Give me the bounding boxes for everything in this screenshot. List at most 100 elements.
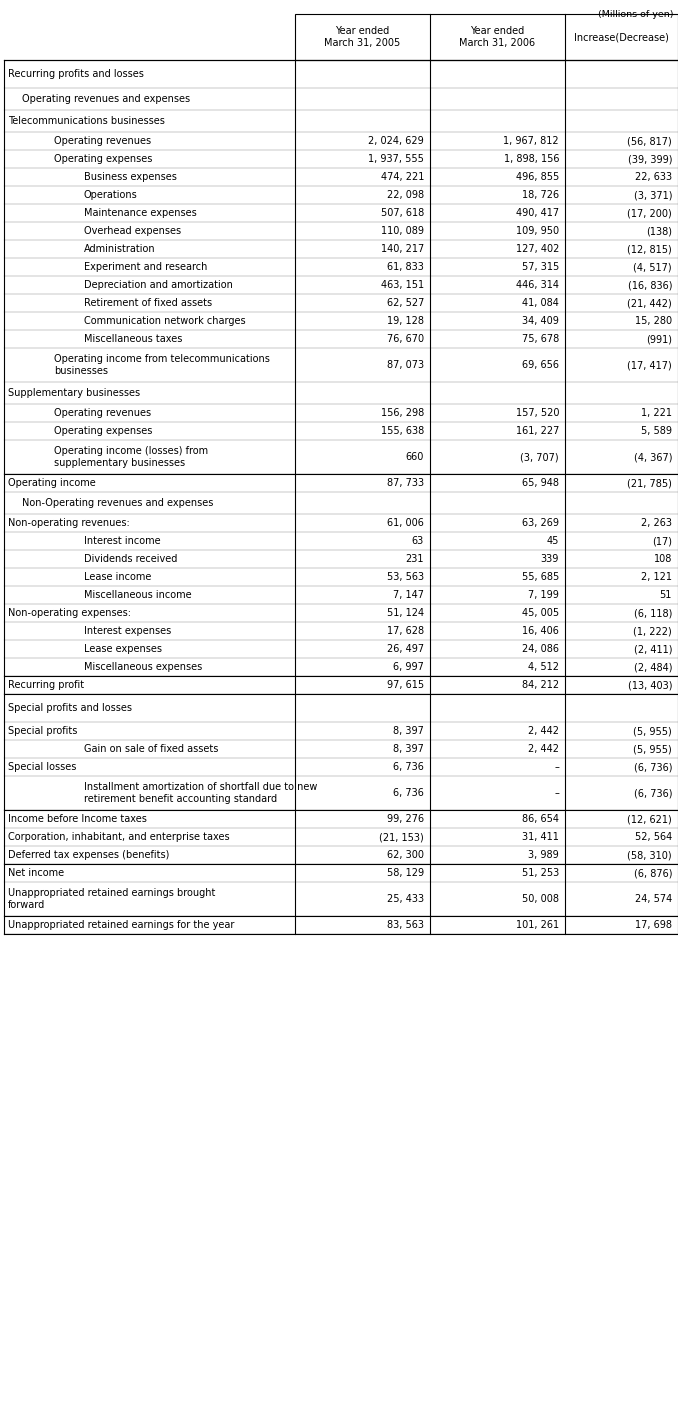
Text: 101, 261: 101, 261 <box>516 920 559 930</box>
Text: 41, 084: 41, 084 <box>522 298 559 308</box>
Text: 1, 898, 156: 1, 898, 156 <box>504 155 559 164</box>
Text: Special losses: Special losses <box>8 762 77 771</box>
Text: Unappropriated retained earnings for the year: Unappropriated retained earnings for the… <box>8 920 235 930</box>
Text: (56, 817): (56, 817) <box>627 136 672 146</box>
Text: (16, 836): (16, 836) <box>628 280 672 289</box>
Text: (4, 517): (4, 517) <box>633 261 672 273</box>
Text: (6, 118): (6, 118) <box>634 608 672 618</box>
Text: Recurring profits and losses: Recurring profits and losses <box>8 69 144 79</box>
Text: (138): (138) <box>646 226 672 236</box>
Text: 339: 339 <box>540 554 559 563</box>
Text: 3, 989: 3, 989 <box>528 850 559 860</box>
Text: –: – <box>554 762 559 771</box>
Text: 127, 402: 127, 402 <box>516 244 559 254</box>
Text: Non-Operating revenues and expenses: Non-Operating revenues and expenses <box>22 497 214 509</box>
Text: Deferred tax expenses (benefits): Deferred tax expenses (benefits) <box>8 850 170 860</box>
Text: Operating income from telecommunications
businesses: Operating income from telecommunications… <box>54 354 270 377</box>
Text: 63, 269: 63, 269 <box>522 518 559 528</box>
Text: 2, 263: 2, 263 <box>641 518 672 528</box>
Text: 156, 298: 156, 298 <box>381 407 424 419</box>
Text: 8, 397: 8, 397 <box>393 745 424 754</box>
Text: 2, 442: 2, 442 <box>528 726 559 736</box>
Text: 51, 253: 51, 253 <box>522 868 559 878</box>
Text: Overhead expenses: Overhead expenses <box>84 226 181 236</box>
Text: 65, 948: 65, 948 <box>522 478 559 488</box>
Text: 1, 967, 812: 1, 967, 812 <box>503 136 559 146</box>
Text: 496, 855: 496, 855 <box>516 171 559 183</box>
Text: 17, 698: 17, 698 <box>635 920 672 930</box>
Text: (5, 955): (5, 955) <box>633 745 672 754</box>
Text: (3, 707): (3, 707) <box>521 452 559 462</box>
Text: (39, 399): (39, 399) <box>628 155 672 164</box>
Text: 1, 937, 555: 1, 937, 555 <box>368 155 424 164</box>
Text: 2, 121: 2, 121 <box>641 572 672 582</box>
Text: (21, 785): (21, 785) <box>627 478 672 488</box>
Text: 53, 563: 53, 563 <box>387 572 424 582</box>
Text: 50, 008: 50, 008 <box>522 894 559 903</box>
Text: Miscellaneous taxes: Miscellaneous taxes <box>84 334 182 344</box>
Text: 5, 589: 5, 589 <box>641 426 672 436</box>
Text: Business expenses: Business expenses <box>84 171 177 183</box>
Text: 52, 564: 52, 564 <box>635 832 672 842</box>
Text: 45: 45 <box>546 535 559 547</box>
Text: 26, 497: 26, 497 <box>387 643 424 653</box>
Text: 2, 442: 2, 442 <box>528 745 559 754</box>
Text: Income before Income taxes: Income before Income taxes <box>8 813 147 823</box>
Text: 87, 733: 87, 733 <box>387 478 424 488</box>
Text: 474, 221: 474, 221 <box>380 171 424 183</box>
Text: Operating income: Operating income <box>8 478 96 488</box>
Text: 17, 628: 17, 628 <box>387 627 424 636</box>
Text: 155, 638: 155, 638 <box>381 426 424 436</box>
Text: 57, 315: 57, 315 <box>522 261 559 273</box>
Text: 61, 006: 61, 006 <box>387 518 424 528</box>
Text: (58, 310): (58, 310) <box>627 850 672 860</box>
Text: 69, 656: 69, 656 <box>522 360 559 370</box>
Text: Corporation, inhabitant, and enterprise taxes: Corporation, inhabitant, and enterprise … <box>8 832 230 842</box>
Text: Supplementary businesses: Supplementary businesses <box>8 388 140 398</box>
Text: Recurring profit: Recurring profit <box>8 680 84 690</box>
Text: Telecommunications businesses: Telecommunications businesses <box>8 117 165 126</box>
Text: 87, 073: 87, 073 <box>387 360 424 370</box>
Text: 161, 227: 161, 227 <box>516 426 559 436</box>
Text: 446, 314: 446, 314 <box>516 280 559 289</box>
Text: 83, 563: 83, 563 <box>387 920 424 930</box>
Text: 24, 574: 24, 574 <box>635 894 672 903</box>
Text: 86, 654: 86, 654 <box>522 813 559 823</box>
Text: Gain on sale of fixed assets: Gain on sale of fixed assets <box>84 745 218 754</box>
Text: (1, 222): (1, 222) <box>633 627 672 636</box>
Text: Operating revenues and expenses: Operating revenues and expenses <box>22 94 190 104</box>
Text: Operating revenues: Operating revenues <box>54 136 151 146</box>
Text: 463, 151: 463, 151 <box>381 280 424 289</box>
Text: Increase(Decrease): Increase(Decrease) <box>574 32 669 42</box>
Text: 1, 221: 1, 221 <box>641 407 672 419</box>
Text: 25, 433: 25, 433 <box>387 894 424 903</box>
Text: 6, 736: 6, 736 <box>393 762 424 771</box>
Text: 31, 411: 31, 411 <box>522 832 559 842</box>
Text: 15, 280: 15, 280 <box>635 316 672 326</box>
Text: Unappropriated retained earnings brought
forward: Unappropriated retained earnings brought… <box>8 888 216 910</box>
Text: 6, 997: 6, 997 <box>393 662 424 672</box>
Text: Installment amortization of shortfall due to new
retirement benefit accounting s: Installment amortization of shortfall du… <box>84 781 317 804</box>
Text: Experiment and research: Experiment and research <box>84 261 207 273</box>
Text: 97, 615: 97, 615 <box>387 680 424 690</box>
Text: 231: 231 <box>405 554 424 563</box>
Text: 22, 633: 22, 633 <box>635 171 672 183</box>
Text: 24, 086: 24, 086 <box>522 643 559 653</box>
Text: 58, 129: 58, 129 <box>387 868 424 878</box>
Text: Year ended
March 31, 2006: Year ended March 31, 2006 <box>460 25 536 48</box>
Text: 63: 63 <box>412 535 424 547</box>
Text: (6, 736): (6, 736) <box>633 762 672 771</box>
Text: 490, 417: 490, 417 <box>516 208 559 218</box>
Text: 110, 089: 110, 089 <box>381 226 424 236</box>
Text: 34, 409: 34, 409 <box>522 316 559 326</box>
Text: Operating income (losses) from
supplementary businesses: Operating income (losses) from supplemen… <box>54 445 208 468</box>
Text: 4, 512: 4, 512 <box>528 662 559 672</box>
Text: (13, 403): (13, 403) <box>628 680 672 690</box>
Text: Dividends received: Dividends received <box>84 554 178 563</box>
Text: Lease expenses: Lease expenses <box>84 643 162 653</box>
Text: 140, 217: 140, 217 <box>381 244 424 254</box>
Text: (21, 153): (21, 153) <box>379 832 424 842</box>
Text: (991): (991) <box>646 334 672 344</box>
Bar <box>295 14 678 60</box>
Text: 75, 678: 75, 678 <box>522 334 559 344</box>
